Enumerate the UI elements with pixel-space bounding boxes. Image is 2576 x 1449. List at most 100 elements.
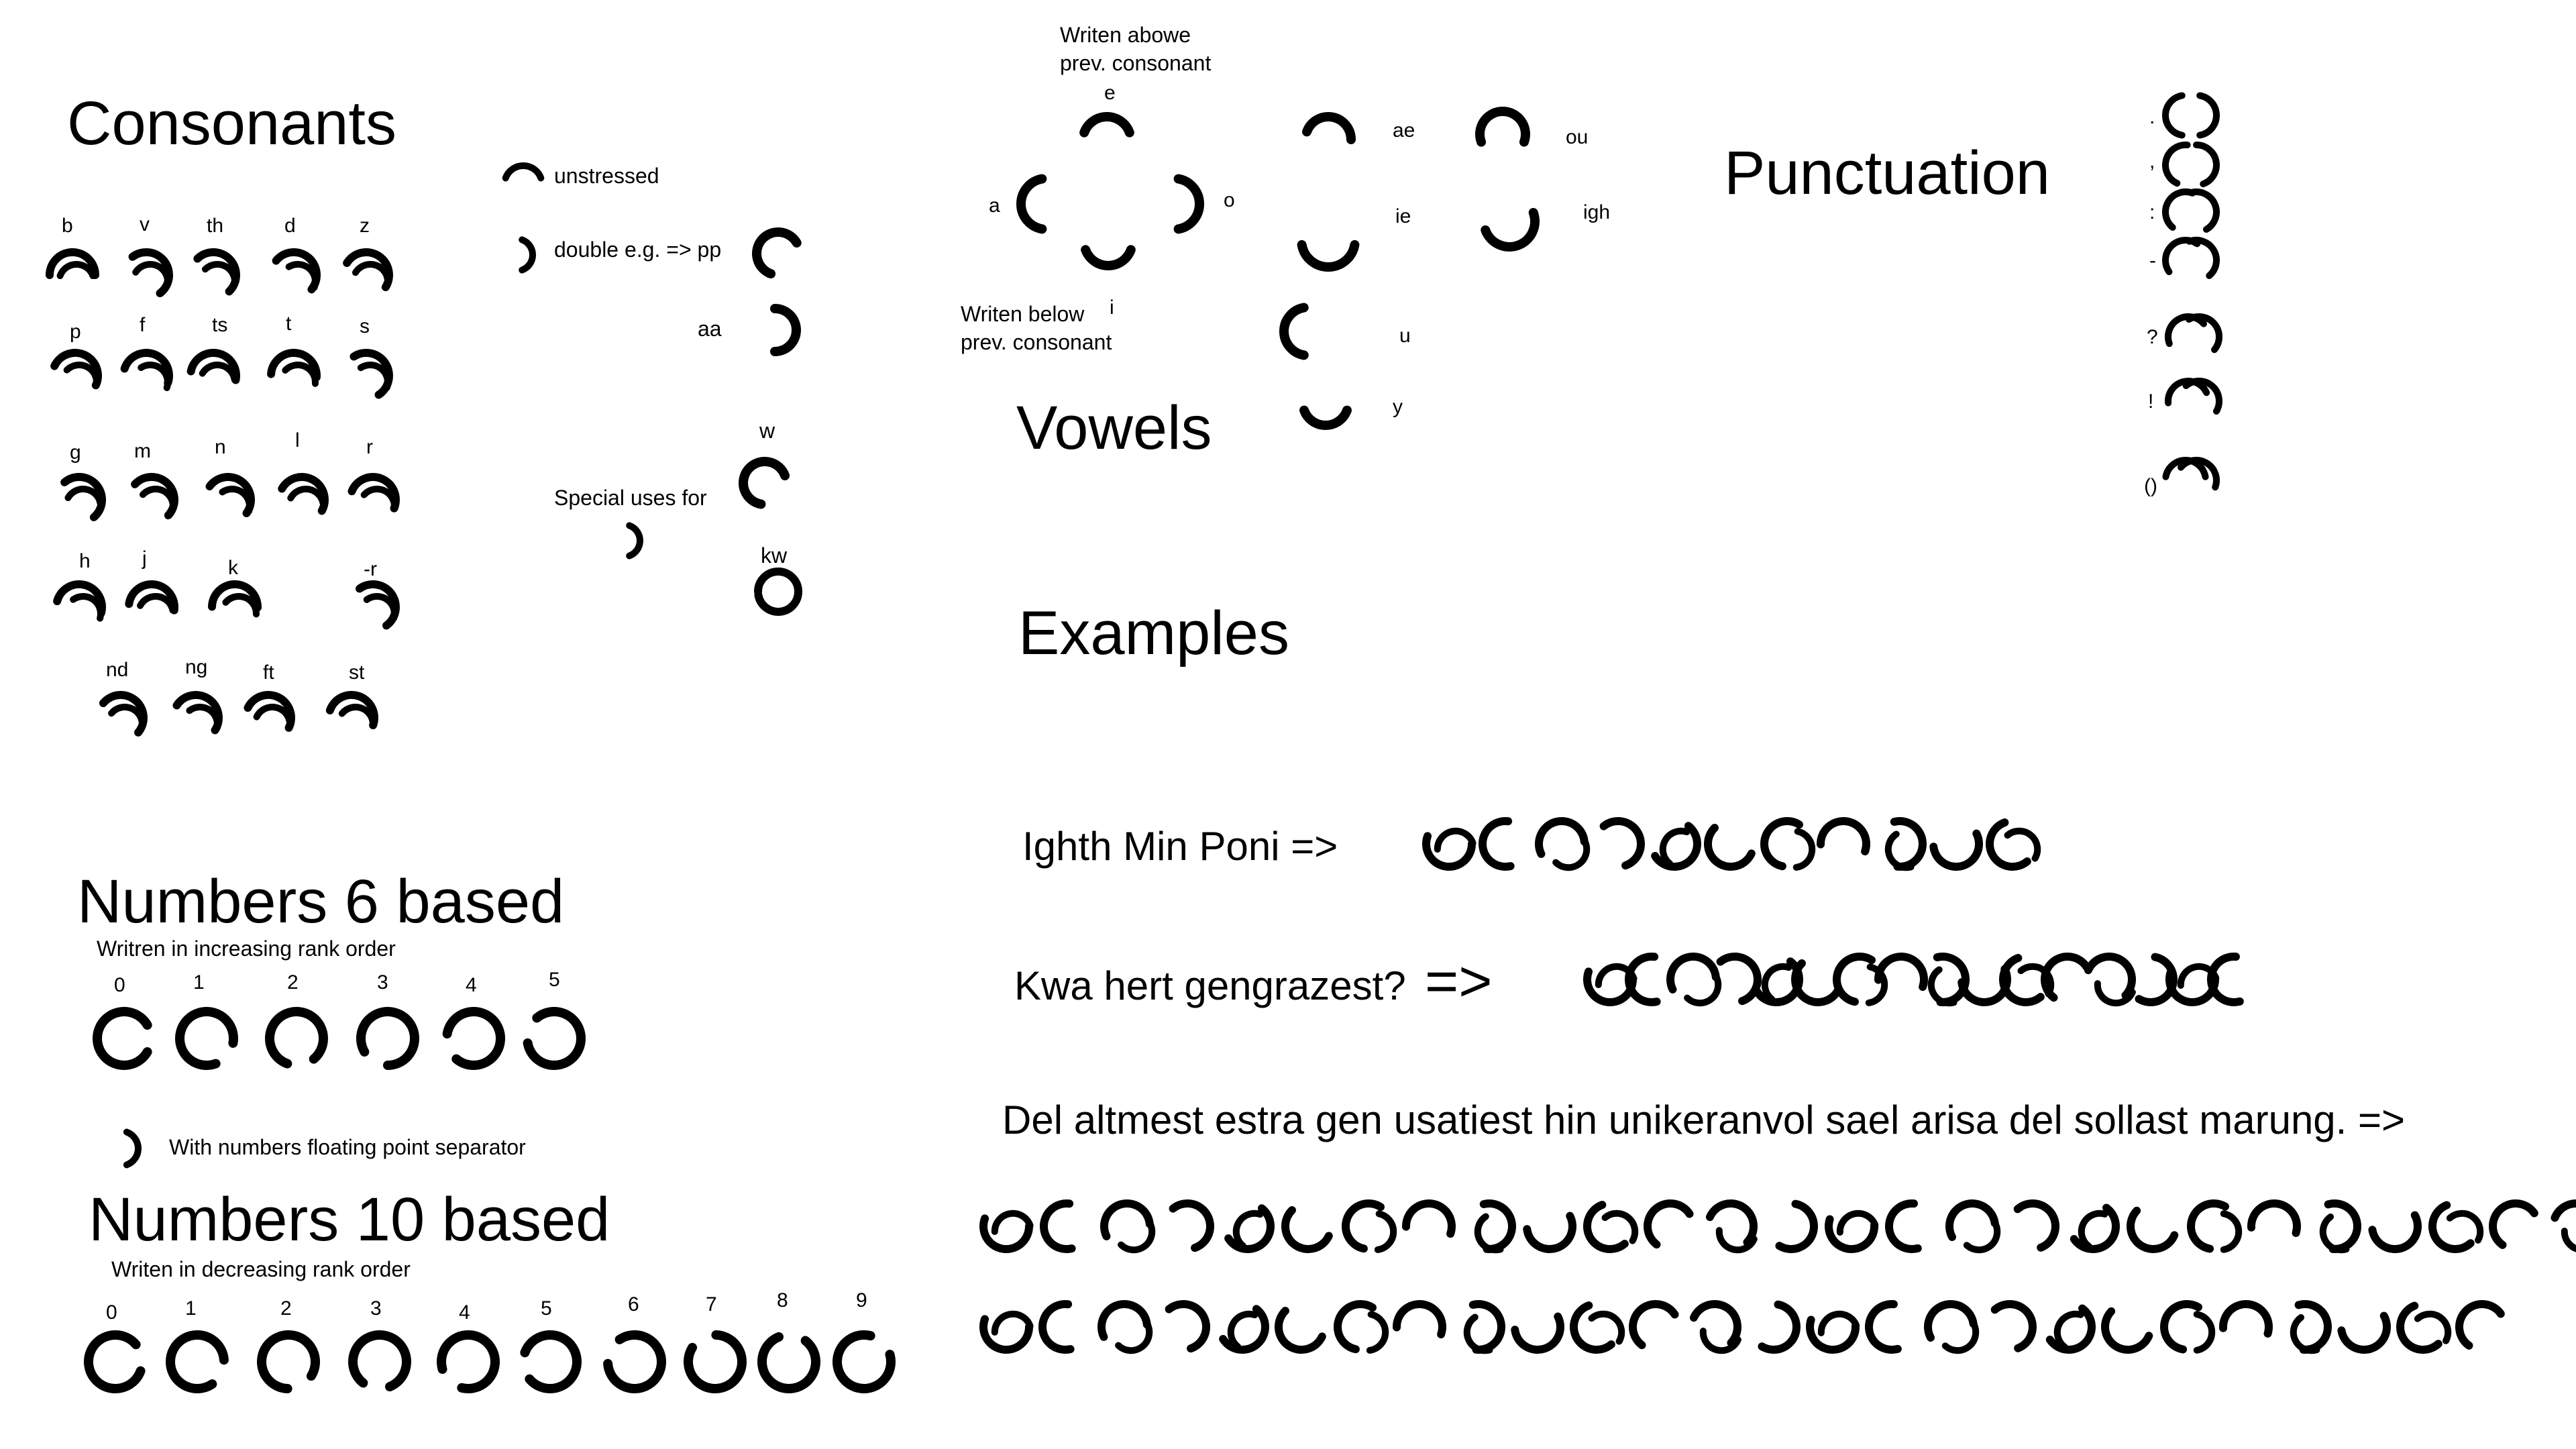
glyph-stroke bbox=[1042, 1304, 1071, 1350]
glyph-stroke bbox=[1633, 1304, 1675, 1345]
glyph-stroke bbox=[1118, 1324, 1149, 1350]
glyph-stroke bbox=[1928, 1304, 1974, 1338]
glyph-stroke bbox=[361, 1012, 415, 1065]
glyph-stroke bbox=[1426, 836, 1472, 867]
glyph-stroke bbox=[143, 489, 173, 507]
glyph-stroke bbox=[2164, 1304, 2198, 1349]
glyph-stroke bbox=[1889, 1203, 1918, 1249]
glyph-stroke bbox=[1869, 1304, 1898, 1350]
glyph-stroke bbox=[1370, 1314, 1385, 1350]
glyph-stroke bbox=[2450, 1214, 2480, 1240]
glyph-stroke bbox=[1967, 1223, 1997, 1250]
glyph-stroke bbox=[189, 707, 217, 729]
glyph-stroke bbox=[522, 239, 533, 270]
glyph-stroke bbox=[1044, 1203, 1072, 1249]
glyph-stroke bbox=[1104, 1203, 1150, 1236]
glyph-stroke bbox=[441, 1335, 495, 1389]
glyph-stroke bbox=[1556, 841, 1587, 867]
glyph-stroke bbox=[1648, 1203, 1690, 1244]
glyph-stroke bbox=[2299, 1304, 2328, 1350]
glyph-stroke bbox=[67, 365, 97, 384]
glyph-stroke bbox=[2200, 95, 2216, 135]
glyph-stroke bbox=[1438, 831, 1473, 849]
glyph-stroke bbox=[528, 1012, 581, 1065]
glyph-stroke bbox=[757, 232, 797, 274]
glyph-stroke bbox=[1829, 1219, 1874, 1249]
glyph-stroke bbox=[1821, 821, 1866, 851]
glyph-stroke bbox=[141, 365, 168, 388]
glyph-stroke bbox=[758, 592, 798, 612]
glyph-stroke bbox=[1173, 1203, 1210, 1248]
glyph-stroke bbox=[2565, 1231, 2576, 1250]
glyph-stroke bbox=[1378, 1214, 1393, 1250]
glyph-stroke bbox=[364, 489, 394, 507]
glyph-stroke bbox=[1810, 1320, 1856, 1350]
glyph-stroke bbox=[1346, 1203, 1381, 1248]
glyph-stroke bbox=[837, 1335, 891, 1389]
glyph-stroke bbox=[1527, 1216, 1572, 1249]
glyph-stroke bbox=[1894, 821, 1923, 867]
glyph-stroke bbox=[2165, 240, 2197, 272]
glyph-stroke bbox=[2459, 1304, 2501, 1346]
glyph-stroke bbox=[983, 1319, 1029, 1350]
glyph-stroke bbox=[2193, 192, 2216, 229]
glyph-stroke bbox=[136, 264, 168, 280]
glyph-stroke bbox=[1304, 411, 1347, 425]
glyph-stroke bbox=[290, 489, 323, 503]
glyph-stroke bbox=[1284, 308, 1304, 356]
glyph-stroke bbox=[1473, 1304, 1501, 1350]
glyph-stroke bbox=[270, 1012, 323, 1064]
glyph-stroke bbox=[743, 462, 785, 504]
glyph-stroke bbox=[608, 1335, 661, 1389]
glyph-stroke bbox=[180, 1012, 233, 1065]
glyph-stroke bbox=[1021, 179, 1042, 229]
glyph-stroke bbox=[2131, 1211, 2174, 1249]
glyph-stroke bbox=[688, 1335, 742, 1389]
glyph-stroke bbox=[170, 1335, 224, 1389]
glyph-stroke bbox=[2105, 1311, 2149, 1350]
glyph-stroke bbox=[2223, 1304, 2269, 1334]
glyph-stroke bbox=[2018, 1203, 2055, 1248]
glyph-stroke bbox=[285, 365, 315, 384]
glyph-stroke bbox=[73, 596, 101, 619]
glyph-stroke bbox=[257, 707, 290, 720]
glyph-stroke bbox=[2057, 1314, 2081, 1347]
glyph-stroke bbox=[983, 1218, 1029, 1249]
glyph-stroke bbox=[1765, 967, 1789, 1000]
glyph-stroke bbox=[1397, 1304, 1442, 1334]
glyph-stroke bbox=[203, 365, 235, 380]
glyph-stroke bbox=[1485, 213, 1535, 247]
glyph-stroke bbox=[1604, 821, 1641, 865]
glyph-stroke bbox=[1933, 834, 1979, 867]
glyph-stroke bbox=[1821, 1314, 1856, 1333]
glyph-stroke bbox=[1663, 831, 1687, 864]
glyph-stroke bbox=[1179, 179, 1199, 229]
glyph-stroke bbox=[1779, 1204, 1814, 1249]
glyph-stroke bbox=[68, 489, 100, 503]
glyph-stroke bbox=[1945, 1324, 1976, 1350]
glyph-stroke bbox=[2251, 1203, 2297, 1233]
glyph-stroke bbox=[342, 707, 373, 724]
glyph-stroke bbox=[97, 1012, 148, 1065]
glyph-stroke bbox=[2196, 145, 2216, 184]
glyph-stroke bbox=[60, 264, 93, 276]
glyph-stroke bbox=[1764, 821, 1799, 866]
glyph-stroke bbox=[1483, 821, 1511, 867]
glyph-stroke bbox=[1084, 117, 1130, 133]
glyph-stroke bbox=[2418, 1314, 2448, 1341]
glyph-stroke bbox=[1279, 1311, 1322, 1350]
glyph-stroke bbox=[205, 264, 235, 284]
glyph-stroke bbox=[1762, 1305, 1796, 1350]
glyph-stroke bbox=[2165, 192, 2192, 227]
glyph-stroke bbox=[2191, 1203, 2225, 1248]
glyph-stroke bbox=[1480, 111, 1525, 142]
glyph-stroke bbox=[111, 707, 142, 724]
glyph-stroke bbox=[1515, 1317, 1560, 1350]
glyph-stroke bbox=[2197, 1314, 2212, 1350]
glyph-stroke bbox=[629, 525, 640, 555]
glyph-stroke bbox=[995, 1214, 1030, 1232]
glyph-stroke bbox=[1995, 1304, 2033, 1348]
glyph-stroke bbox=[2372, 1216, 2418, 1249]
glyph-stroke bbox=[1085, 250, 1131, 266]
